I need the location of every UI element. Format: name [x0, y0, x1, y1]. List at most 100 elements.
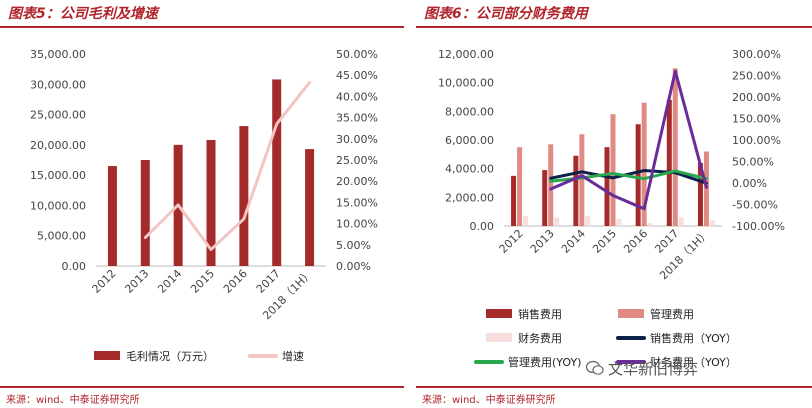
- legend-swatch: [618, 309, 644, 318]
- bar: [523, 215, 529, 226]
- x-tick-label: 2014: [559, 227, 588, 256]
- y-right-tick-label: 45.00%: [336, 69, 378, 82]
- bar: [107, 166, 117, 266]
- legend-label: 增速: [282, 349, 304, 363]
- chart-title: 图表6：公司部分财务费用: [424, 6, 588, 22]
- y-left-tick-label: 6,000.00: [445, 134, 494, 147]
- bar: [239, 126, 249, 266]
- y-right-tick-label: -100.00%: [732, 220, 785, 233]
- title-bar: 图表5：公司毛利及增速: [0, 0, 404, 28]
- y-left-tick-label: 8,000.00: [445, 105, 494, 118]
- expenses-chart: 0.00 2,000.00 4,000.00 6,000.00 8,000.00 10,0…: [438, 48, 785, 369]
- bar: [604, 147, 610, 226]
- y-left-tick-label: 25,000.00: [30, 109, 86, 122]
- bar: [272, 79, 282, 266]
- bar: [548, 144, 554, 226]
- y-right-tick-label: 40.00%: [336, 90, 378, 103]
- y-right-tick-label: 50.00%: [732, 156, 774, 169]
- y-right-tick-label: 30.00%: [336, 133, 378, 146]
- y-right-tick-label: 300.00%: [732, 48, 781, 61]
- y-left-tick-label: 10,000.00: [438, 77, 494, 90]
- y-right-tick-label: 0.00%: [732, 177, 767, 190]
- bar: [206, 140, 216, 266]
- bar: [647, 223, 653, 226]
- x-tick-label: 2013: [122, 267, 151, 296]
- legend-swatch: [94, 351, 120, 360]
- x-tick-label: 2016: [621, 227, 650, 256]
- chart-panel-gross-profit: 图表5：公司毛利及增速 0.00 5,000.00 10,000.00 15,000.…: [0, 0, 404, 406]
- bar: [554, 217, 560, 226]
- chart-title: 图表5：公司毛利及增速: [8, 6, 158, 22]
- bar: [697, 162, 703, 226]
- bar: [709, 220, 715, 226]
- y-right-tick-label: 35.00%: [336, 112, 378, 125]
- y-left-tick-label: 5,000.00: [37, 230, 86, 243]
- y-right-tick-label: 20.00%: [336, 175, 378, 188]
- legend-swatch: [486, 333, 512, 342]
- y-right-tick-label: 200.00%: [732, 91, 781, 104]
- legend-label: 毛利情况（万元）: [126, 350, 214, 363]
- bar: [641, 102, 647, 226]
- x-tick-label: 2013: [528, 227, 557, 256]
- x-tick-label: 2017: [254, 267, 283, 296]
- gross-profit-chart: 0.00 5,000.00 10,000.00 15,000.00 20,000.00 2…: [30, 48, 378, 363]
- legend-label: 财务费用: [518, 331, 562, 345]
- x-tick-label: 2015: [590, 227, 619, 256]
- y-left-tick-label: 0.00: [470, 220, 495, 233]
- bar: [666, 99, 672, 226]
- title-bar: 图表6：公司部分财务费用: [416, 0, 812, 28]
- bar: [616, 218, 622, 226]
- bar: [635, 124, 641, 226]
- y-left-tick-label: 4,000.00: [445, 163, 494, 176]
- y-left-tick-label: 2,000.00: [445, 191, 494, 204]
- legend-swatch: [486, 309, 512, 318]
- source-bar: 来源：wind、中泰证券研究所: [0, 386, 404, 408]
- chart-panel-expenses: 图表6：公司部分财务费用 0.00 2,000.00 4,000.00 6,000.0…: [416, 0, 812, 406]
- legend-label: 管理费用: [650, 307, 694, 321]
- y-right-tick-label: 100.00%: [732, 134, 781, 147]
- bar: [305, 149, 315, 266]
- source-bar: 来源：wind、中泰证券研究所: [416, 386, 812, 408]
- x-tick-label: 2016: [221, 267, 250, 296]
- bar: [511, 175, 517, 226]
- legend-label: 财务费用（YOY）: [650, 355, 737, 369]
- x-tick-label: 2014: [155, 267, 184, 296]
- y-left-tick-label: 15,000.00: [30, 169, 86, 182]
- bar: [579, 134, 585, 226]
- watermark-text: 文华新旧博弈: [608, 360, 699, 378]
- x-tick-label: 2012: [90, 267, 119, 296]
- series-line: [143, 80, 312, 251]
- y-right-tick-label: 150.00%: [732, 113, 781, 126]
- y-left-tick-label: 30,000.00: [30, 78, 86, 91]
- series-line: [549, 169, 708, 185]
- y-right-tick-label: 50.00%: [336, 48, 378, 61]
- legend-label: 销售费用（YOY）: [650, 331, 737, 345]
- y-right-tick-label: 250.00%: [732, 70, 781, 83]
- legend-label: 销售费用: [518, 307, 562, 321]
- bar: [517, 147, 523, 226]
- y-right-tick-label: 15.00%: [336, 196, 378, 209]
- y-right-tick-label: 0.00%: [336, 260, 371, 273]
- bar: [672, 68, 678, 226]
- wechat-icon: [585, 360, 604, 375]
- bar: [542, 170, 548, 226]
- y-left-tick-label: 0.00: [62, 260, 87, 273]
- source-note: 来源：wind、中泰证券研究所: [422, 395, 556, 406]
- y-right-tick-label: 10.00%: [336, 218, 378, 231]
- y-left-tick-label: 20,000.00: [30, 139, 86, 152]
- bar: [140, 160, 150, 266]
- bar: [610, 114, 616, 226]
- x-tick-label: 2017: [652, 227, 681, 256]
- y-right-tick-label: 25.00%: [336, 154, 378, 167]
- legend-label: 管理费用(YOY): [508, 355, 581, 369]
- bar: [573, 155, 579, 226]
- x-tick-label: 2012: [497, 227, 526, 256]
- series-line: [549, 69, 708, 211]
- y-right-tick-label: 5.00%: [336, 239, 371, 252]
- y-left-tick-label: 35,000.00: [30, 48, 86, 61]
- bar: [678, 217, 684, 226]
- x-tick-label: 2015: [188, 267, 217, 296]
- y-right-tick-label: -50.00%: [732, 199, 778, 212]
- source-note: 来源：wind、中泰证券研究所: [6, 395, 140, 406]
- y-left-tick-label: 12,000.00: [438, 48, 494, 61]
